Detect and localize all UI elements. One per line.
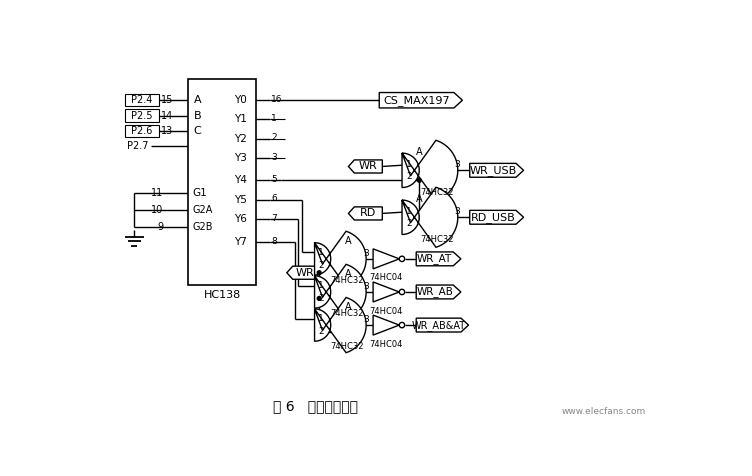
Text: A: A [345,236,351,246]
Text: P2.6: P2.6 [132,126,153,136]
Polygon shape [348,207,382,220]
Text: 2: 2 [406,172,411,181]
Text: 1: 1 [406,207,411,216]
Text: Y2: Y2 [235,134,247,144]
Text: RD: RD [360,208,377,218]
Polygon shape [470,210,523,224]
Circle shape [399,289,405,295]
Text: Y1: Y1 [235,115,247,125]
Text: WR_AT: WR_AT [417,253,453,264]
Text: C: C [194,126,202,136]
Bar [125,94,159,107]
Text: 74HC32: 74HC32 [330,309,363,318]
Text: P2.4: P2.4 [132,95,153,105]
Text: Y4: Y4 [235,175,247,185]
Text: G2A: G2A [192,205,213,215]
Text: A: A [345,302,351,312]
Text: 2: 2 [318,261,324,270]
Text: A: A [415,194,422,204]
Text: 3: 3 [271,153,277,162]
Text: P2.5: P2.5 [132,110,153,120]
Text: WR: WR [296,268,314,278]
Text: G2B: G2B [192,221,213,231]
Circle shape [317,271,321,275]
Text: B: B [194,110,202,120]
Polygon shape [348,160,382,173]
Text: 9: 9 [157,221,164,231]
Circle shape [399,256,405,261]
Text: 74HC04: 74HC04 [369,307,403,316]
Text: 10: 10 [151,205,164,215]
Text: WR_AB: WR_AB [417,287,453,298]
Text: 3: 3 [363,282,368,291]
Text: 14: 14 [161,110,173,120]
Text: 5: 5 [271,175,277,184]
Circle shape [417,178,421,182]
Text: 74HC04: 74HC04 [369,274,403,282]
Text: 1: 1 [318,314,324,323]
Text: A: A [194,95,202,105]
Text: 3: 3 [454,208,460,217]
Text: WR: WR [359,161,378,171]
Circle shape [399,322,405,328]
Text: 74HC32: 74HC32 [330,342,363,351]
Polygon shape [416,285,461,299]
Text: Y5: Y5 [235,195,247,205]
Polygon shape [416,252,461,266]
Text: 1: 1 [271,114,277,123]
Text: 7: 7 [271,214,277,223]
Text: HC138: HC138 [204,290,241,300]
Text: WR_USB: WR_USB [469,165,517,176]
Text: 1: 1 [406,159,411,169]
Text: 1: 1 [318,281,324,290]
Text: 2: 2 [318,327,324,336]
Text: 3: 3 [363,315,368,324]
Text: 1: 1 [318,248,324,257]
Text: 8: 8 [271,237,277,246]
Text: Y7: Y7 [235,237,247,247]
Text: 74HC04: 74HC04 [369,340,403,349]
Text: P2.7: P2.7 [126,141,148,151]
Text: 16: 16 [271,95,283,104]
Text: 2: 2 [406,219,411,228]
Text: G1: G1 [192,188,207,198]
Polygon shape [402,187,458,248]
Text: WR_AB&AT: WR_AB&AT [411,319,465,330]
Text: RD_USB: RD_USB [471,212,515,223]
Text: 2: 2 [318,294,324,303]
Polygon shape [470,163,523,177]
Text: 74HC32: 74HC32 [330,276,363,285]
Polygon shape [379,92,462,108]
Text: www.elecfans.com: www.elecfans.com [562,407,646,416]
Text: Y0: Y0 [235,95,247,105]
Circle shape [317,297,321,300]
Polygon shape [373,249,399,269]
Text: 3: 3 [363,249,368,258]
Bar [188,79,256,285]
Text: A: A [415,147,422,157]
Text: A: A [345,269,351,279]
Polygon shape [314,298,366,353]
Polygon shape [373,282,399,302]
Polygon shape [314,231,366,287]
Text: 2: 2 [271,133,277,142]
Polygon shape [402,140,458,200]
Bar [125,125,159,137]
Text: 74HC32: 74HC32 [420,188,453,197]
Polygon shape [287,266,317,279]
Text: 图 6   锁存使能信号: 图 6 锁存使能信号 [273,399,358,413]
Text: CS_MAX197: CS_MAX197 [384,95,450,106]
Polygon shape [373,315,399,335]
Text: 6: 6 [271,194,277,203]
Text: Y3: Y3 [235,153,247,163]
Bar [125,109,159,122]
Text: 11: 11 [151,188,164,198]
Text: 3: 3 [454,160,460,169]
Polygon shape [416,318,468,332]
Polygon shape [314,264,366,319]
Text: 74HC32: 74HC32 [420,235,453,244]
Text: 13: 13 [161,126,173,136]
Text: 15: 15 [160,95,173,105]
Text: Y6: Y6 [235,214,247,224]
